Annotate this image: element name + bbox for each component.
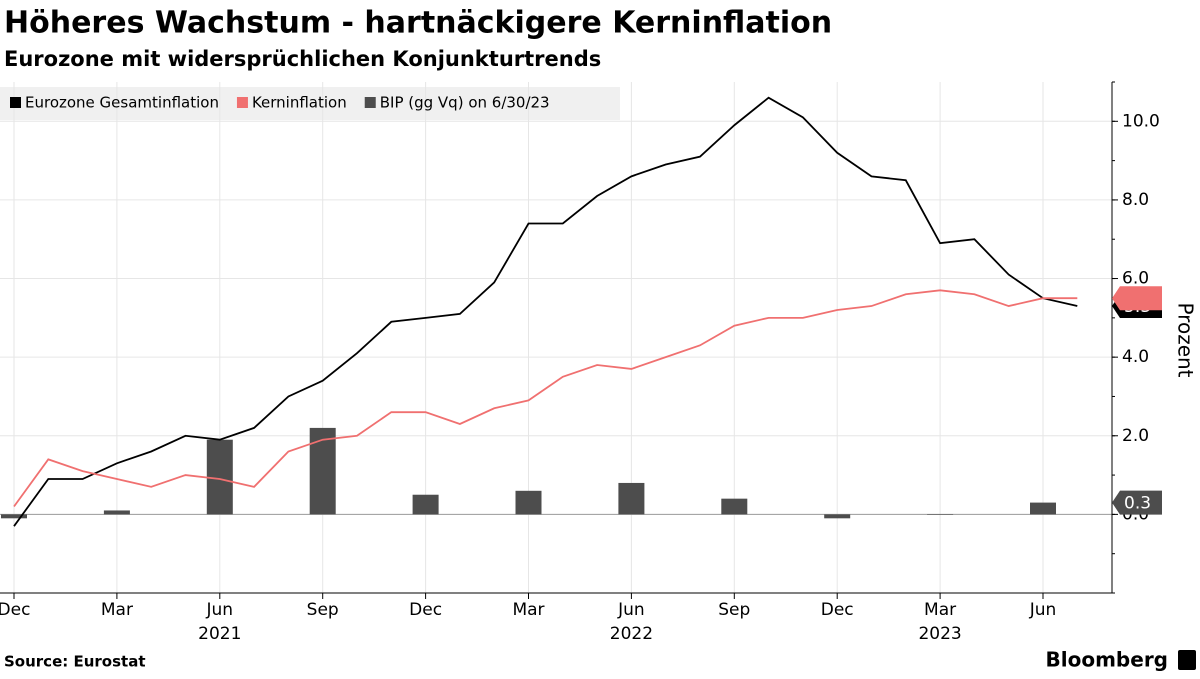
- chart-subtitle: Eurozone mit widersprüchlichen Konjunktu…: [4, 47, 601, 71]
- x-tick-label: Sep: [307, 600, 339, 620]
- x-year-label: 2022: [610, 624, 653, 644]
- bar: [103, 510, 130, 515]
- y-tick-label: 10.0: [1122, 111, 1160, 131]
- x-tick-label: Jun: [1029, 600, 1057, 620]
- bar: [721, 498, 748, 515]
- bar: [1030, 502, 1056, 515]
- y-tick-label: 4.0: [1122, 347, 1149, 367]
- legend-swatch: [236, 97, 248, 108]
- x-tick-label: Dec: [0, 600, 30, 620]
- x-tick-label: Jun: [206, 600, 234, 620]
- end-label-box: [1112, 490, 1162, 515]
- bar: [412, 494, 439, 515]
- y-axis-label: Prozent: [1174, 302, 1198, 377]
- x-tick-label: Mar: [512, 600, 544, 620]
- bar: [927, 514, 954, 515]
- brand: Bloomberg: [1046, 648, 1168, 672]
- bar: [618, 482, 645, 515]
- y-tick-label: 8.0: [1122, 190, 1149, 210]
- bar: [824, 514, 851, 519]
- legend-swatch: [364, 97, 376, 108]
- line: [13, 289, 1078, 508]
- bar: [1, 514, 27, 519]
- legend-background: [0, 87, 620, 120]
- x-tick-label: Dec: [409, 600, 442, 620]
- x-tick-label: Jun: [617, 600, 645, 620]
- x-tick-label: Mar: [101, 600, 133, 620]
- end-label: 0.3: [1124, 494, 1151, 514]
- source: Source: Eurostat: [4, 653, 146, 671]
- bar: [515, 490, 542, 515]
- x-year-label: 2023: [918, 624, 961, 644]
- end-label-box: [1112, 286, 1162, 311]
- legend-label: Eurozone Gesamtinflation: [25, 94, 219, 112]
- legend-swatch: [10, 97, 21, 108]
- y-tick-label: 2.0: [1122, 426, 1149, 446]
- legend-label: BIP (gg Vq) on 6/30/23: [380, 94, 550, 112]
- bar: [206, 439, 233, 515]
- x-tick-label: Mar: [924, 600, 956, 620]
- y-tick-label: 6.0: [1122, 269, 1149, 289]
- x-tick-label: Sep: [718, 600, 750, 620]
- line: [13, 96, 1078, 527]
- legend-label: Kerninflation: [252, 94, 347, 112]
- bar: [309, 427, 336, 515]
- x-year-label: 2021: [198, 624, 241, 644]
- brand-icon: [1178, 650, 1196, 670]
- chart-title: Höheres Wachstum - hartnäckigere Kerninf…: [4, 6, 832, 41]
- x-tick-label: Dec: [821, 600, 854, 620]
